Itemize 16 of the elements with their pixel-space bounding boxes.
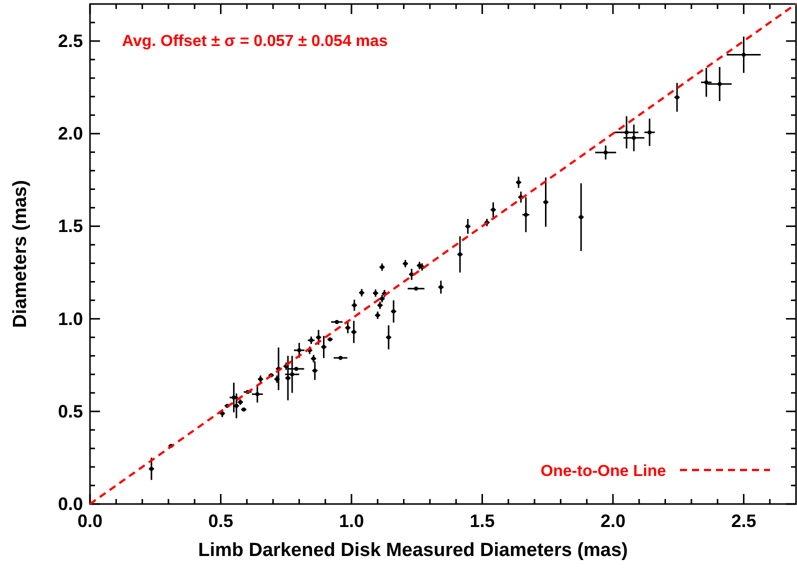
y-tick-label: 2.5 <box>58 31 83 52</box>
y-tick-label: 1.5 <box>58 216 83 236</box>
x-tick-label: 2.0 <box>600 511 626 531</box>
x-tick-label: 1.5 <box>470 511 495 531</box>
annotation: Avg. Offset ± σ = 0.057 ± 0.054 mas <box>122 33 388 50</box>
y-tick-label: 2.0 <box>58 124 83 144</box>
x-tick-label: 1.0 <box>338 511 364 531</box>
x-axis-title: Limb Darkened Disk Measured Diameters (mas) <box>198 540 628 561</box>
y-axis-title: Diameters (mas) <box>10 180 31 328</box>
x-tick-label: 0.5 <box>208 511 234 531</box>
x-tick-label: 0.0 <box>77 511 103 531</box>
y-tick-label: 0.5 <box>58 401 83 422</box>
text: One-to-One Line <box>540 463 666 480</box>
y-tick-label: 1.0 <box>58 308 83 329</box>
y-tick-label: 0.0 <box>58 494 83 514</box>
x-tick-label: 2.5 <box>731 511 756 531</box>
